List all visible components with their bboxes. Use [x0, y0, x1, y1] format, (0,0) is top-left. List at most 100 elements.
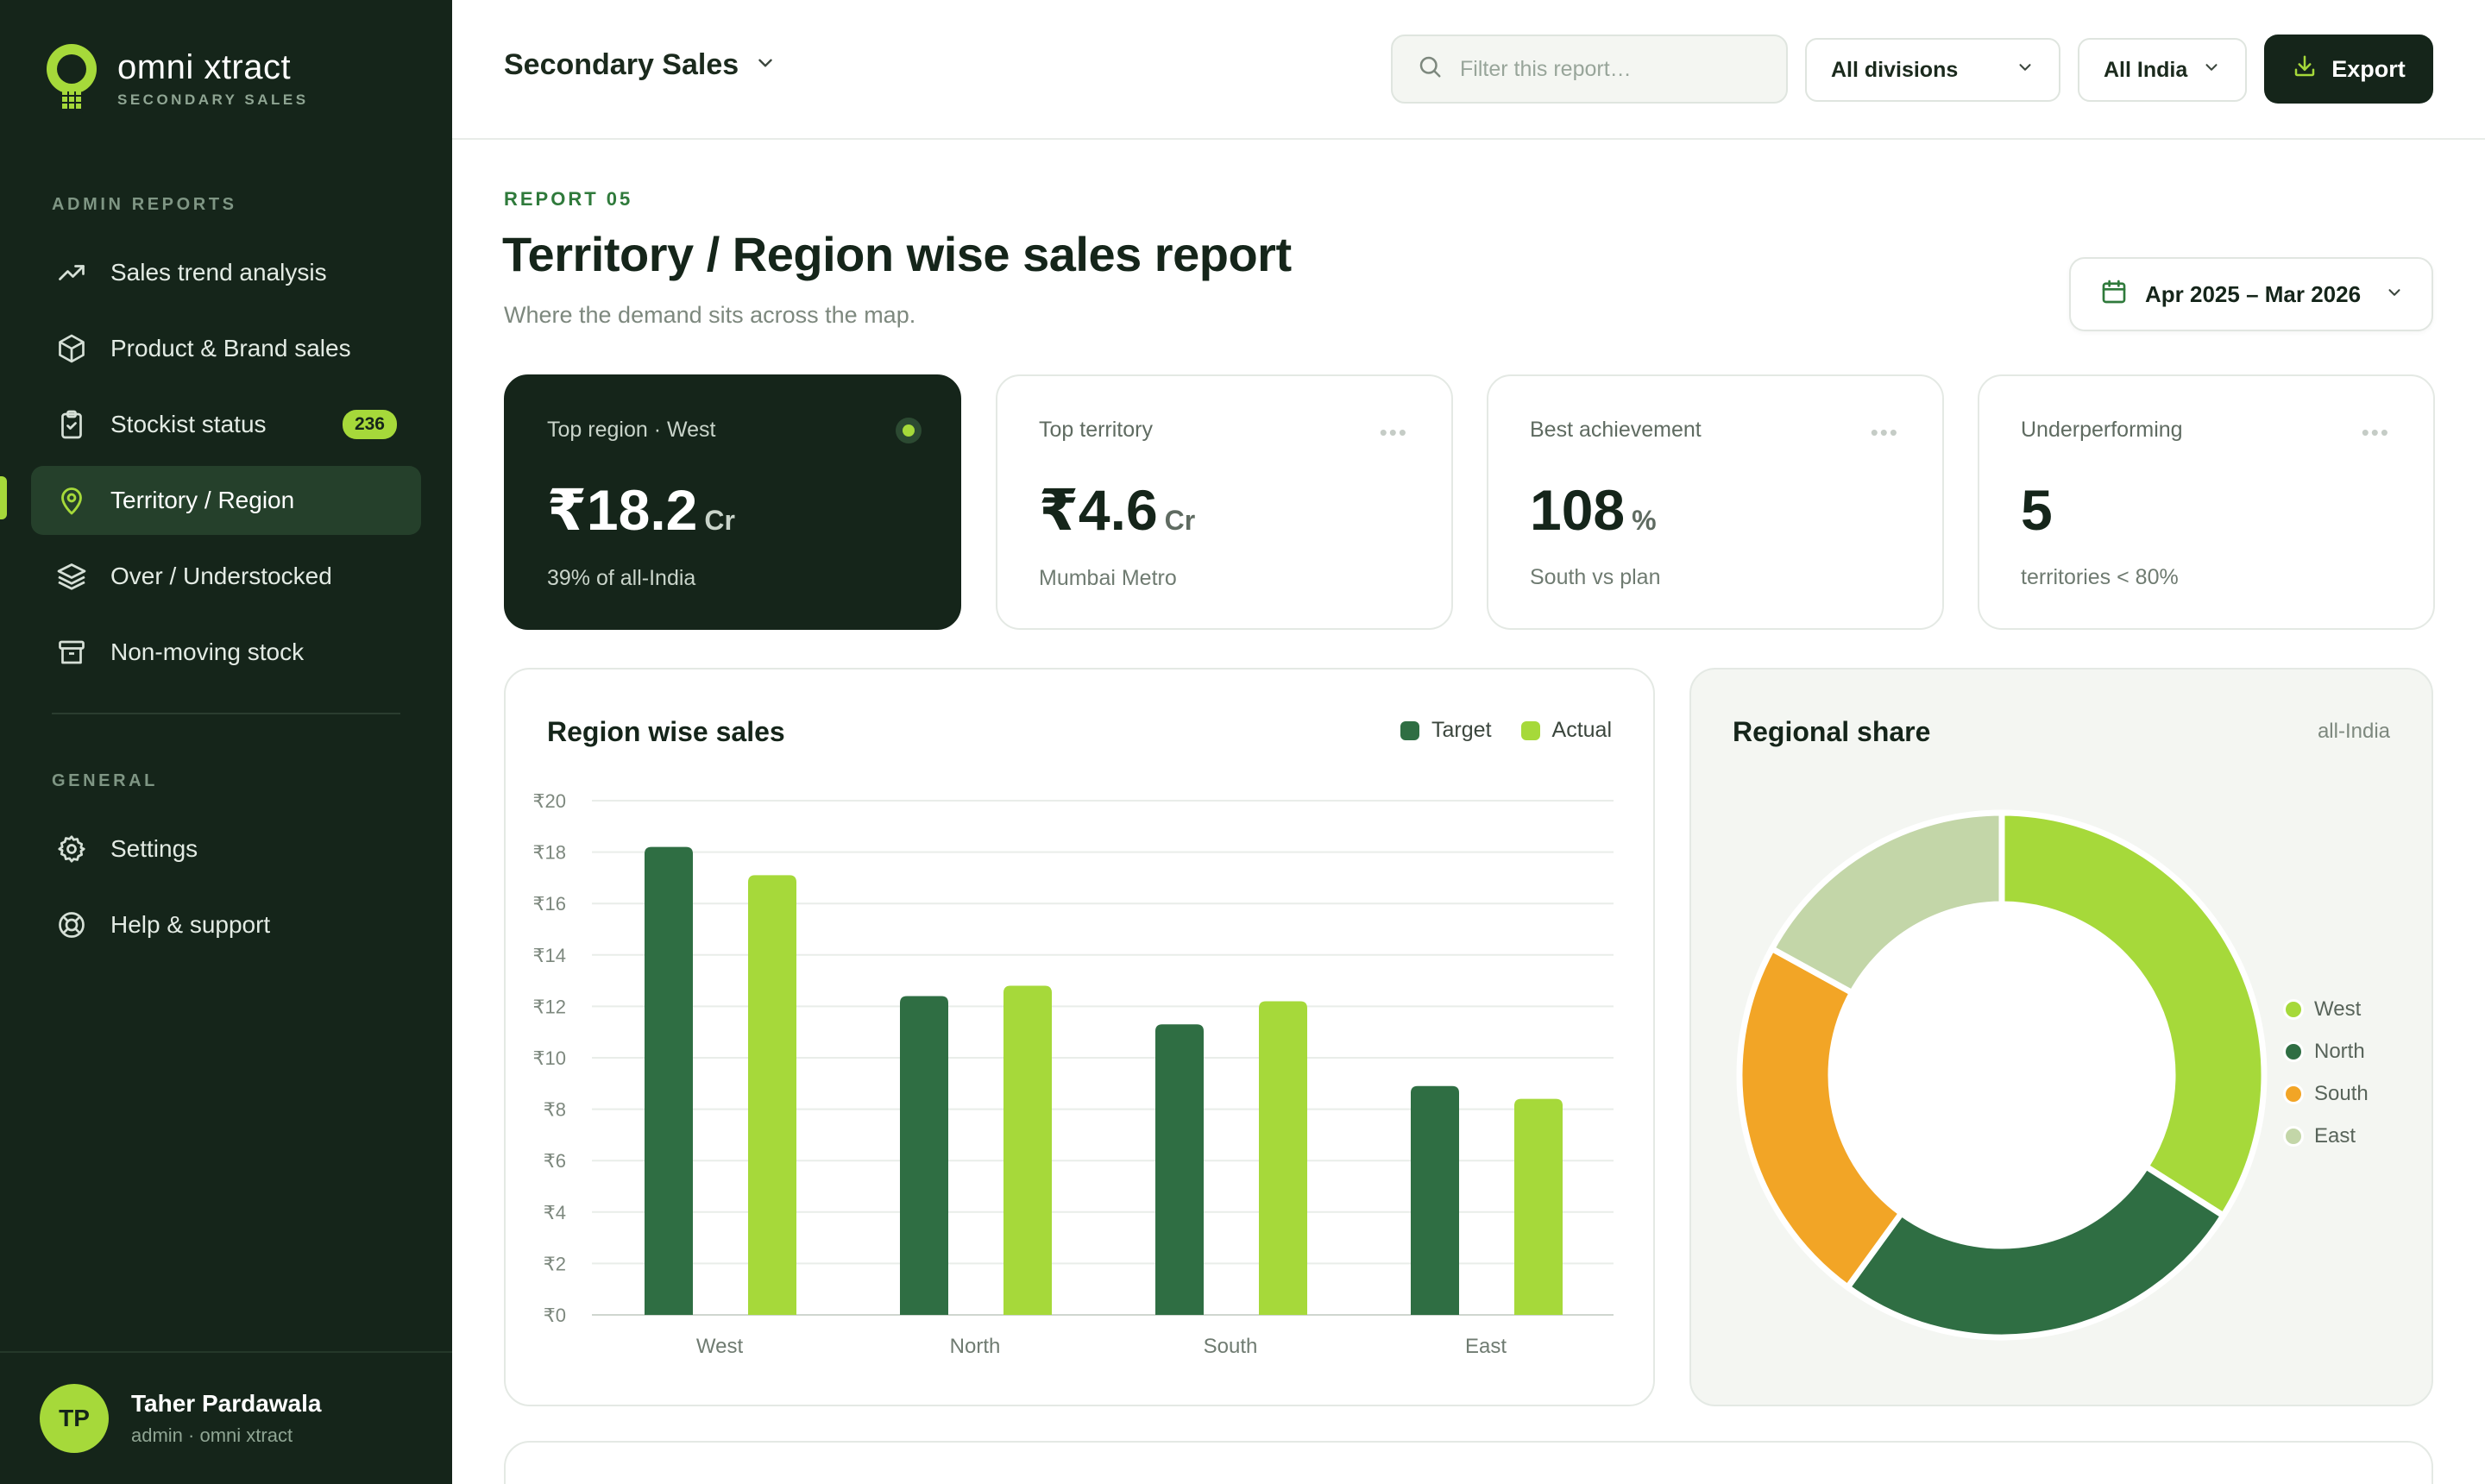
kpi-unit: % — [1632, 505, 1657, 536]
sidebar-item-sales-trend[interactable]: Sales trend analysis — [31, 238, 421, 307]
sidebar-item-stockist-status[interactable]: Stockist status 236 — [31, 390, 421, 459]
user-role: admin · omni xtract — [131, 1424, 293, 1446]
regional-donut-chart — [1736, 809, 2268, 1341]
y-tick-label: ₹16 — [533, 893, 566, 915]
sidebar-divider — [52, 713, 400, 714]
donut-slice-west[interactable] — [1998, 809, 2268, 1220]
donut-slice-north[interactable] — [1843, 1162, 2228, 1341]
kpi-footnote: Mumbai Metro — [1039, 566, 1177, 590]
kpi-card-top-region[interactable]: Top region · West ₹18.2 Cr 39% of all-In… — [504, 374, 961, 630]
bar-target-west[interactable] — [645, 846, 693, 1315]
y-tick-label: ₹10 — [533, 1047, 566, 1069]
kpi-card-top-territory[interactable]: Top territory ••• ₹4.6 Cr Mumbai Metro — [996, 374, 1453, 630]
y-tick-label: ₹4 — [544, 1202, 566, 1223]
y-tick-label: ₹6 — [544, 1150, 566, 1172]
donut-legend-west[interactable]: West — [2283, 997, 2361, 1022]
region-bar-chart: ₹0 ₹2 ₹4 ₹6 ₹8 ₹10 ₹12 ₹14 ₹16 ₹18 ₹20 West North Sou… — [533, 790, 1614, 1358]
sidebar-item-settings[interactable]: Settings — [31, 814, 421, 883]
sidebar-item-territory-region[interactable]: Territory / Region — [31, 466, 421, 535]
y-tick-label: ₹14 — [533, 945, 566, 966]
donut-legend-south[interactable]: South — [2283, 1082, 2369, 1106]
donut-legend-north[interactable]: North — [2283, 1040, 2365, 1064]
sidebar-item-non-moving-stock[interactable]: Non-moving stock — [31, 618, 421, 687]
region-sales-card: Region wise sales Target Actual ₹0 ₹2 ₹4 ₹6… — [504, 668, 1655, 1406]
date-range-picker[interactable]: Apr 2025 – Mar 2026 — [2069, 257, 2433, 331]
clipboard-icon — [55, 408, 88, 441]
more-options-icon[interactable]: ••• — [1870, 419, 1899, 445]
donut-slice-east[interactable] — [1767, 809, 2005, 997]
legend-label: South — [2314, 1082, 2369, 1105]
donut-hole — [1833, 906, 2171, 1244]
geo-select[interactable]: All India — [2078, 38, 2247, 102]
kpi-label: Top region · West — [547, 418, 716, 442]
next-section-card — [504, 1441, 2433, 1484]
search-icon — [1417, 53, 1443, 85]
legend-label: Actual — [1551, 718, 1612, 742]
stockist-count-badge: 236 — [342, 410, 397, 439]
chevron-down-icon — [754, 48, 777, 82]
geo-select-value: All India — [2104, 57, 2188, 82]
y-tick-label: ₹18 — [533, 842, 566, 864]
more-options-icon[interactable]: ••• — [2361, 419, 2390, 445]
kpi-footnote: territories < 80% — [2021, 565, 2179, 589]
y-tick-label: ₹20 — [533, 790, 566, 812]
more-options-icon[interactable]: ••• — [1379, 419, 1408, 445]
search-input[interactable]: Filter this report… — [1391, 35, 1788, 104]
active-indicator — [0, 476, 7, 519]
donut-slice-south[interactable] — [1736, 944, 1906, 1292]
kpi-footnote: South vs plan — [1530, 565, 1661, 589]
kpi-value: ₹18.2 Cr — [547, 477, 918, 544]
kpi-unit: Cr — [704, 505, 735, 536]
x-tick-label: West — [696, 1335, 744, 1358]
legend-dot — [2283, 1126, 2304, 1147]
sidebar-item-label: Product & Brand sales — [110, 335, 351, 362]
kpi-label: Underperforming — [2021, 418, 2183, 442]
archive-icon — [55, 636, 88, 669]
legend-dot — [2283, 999, 2304, 1020]
user-profile[interactable]: TP Taher Pardawala admin · omni xtract — [40, 1384, 321, 1453]
box-icon — [55, 332, 88, 365]
page-title: Territory / Region wise sales report — [502, 227, 1292, 281]
sidebar-item-help-support[interactable]: Help & support — [31, 890, 421, 959]
sidebar-item-over-understocked[interactable]: Over / Understocked — [31, 542, 421, 611]
chart-legend: Target Actual — [1371, 718, 1612, 743]
brand-subtitle: SECONDARY SALES — [117, 91, 309, 108]
bar-actual-east[interactable] — [1514, 1098, 1563, 1315]
bar-target-south[interactable] — [1155, 1024, 1204, 1315]
share-scope-label: all-India — [2317, 720, 2390, 743]
kpi-value-number: ₹4.6 — [1039, 478, 1158, 542]
sidebar-item-product-brand[interactable]: Product & Brand sales — [31, 314, 421, 383]
download-icon — [2292, 53, 2318, 85]
status-dot-icon — [896, 418, 922, 443]
kpi-card-underperforming[interactable]: Underperforming ••• 5 territories < 80% — [1978, 374, 2435, 630]
bar-actual-north[interactable] — [1003, 985, 1052, 1315]
sidebar-item-label: Non-moving stock — [110, 638, 305, 665]
x-tick-label: South — [1204, 1335, 1258, 1358]
brand[interactable]: omni xtract SECONDARY SALES — [43, 41, 309, 116]
division-select[interactable]: All divisions — [1805, 38, 2060, 102]
legend-swatch-target — [1400, 720, 1420, 740]
sidebar: omni xtract SECONDARY SALES ADMIN REPORT… — [0, 0, 452, 1484]
section-label-admin: ADMIN REPORTS — [52, 195, 237, 214]
legend-item-actual[interactable]: Actual — [1520, 718, 1612, 743]
chevron-down-icon — [2385, 281, 2404, 308]
user-divider — [0, 1351, 452, 1353]
legend-label: East — [2314, 1124, 2356, 1148]
sidebar-item-label: Settings — [110, 835, 198, 862]
x-tick-label: North — [950, 1335, 1001, 1358]
page-switcher[interactable]: Secondary Sales — [504, 48, 777, 82]
y-tick-label: ₹8 — [544, 1099, 566, 1121]
legend-item-target[interactable]: Target — [1400, 718, 1492, 743]
chart-title: Regional share — [1733, 716, 1931, 747]
bar-actual-west[interactable] — [748, 875, 796, 1315]
bar-target-east[interactable] — [1411, 1085, 1459, 1315]
legend-label: West — [2314, 997, 2362, 1021]
donut-legend-east[interactable]: East — [2283, 1124, 2356, 1148]
bar-target-north[interactable] — [900, 996, 948, 1315]
legend-dot — [2283, 1041, 2304, 1062]
bar-actual-south[interactable] — [1259, 1001, 1307, 1315]
kpi-card-best-achievement[interactable]: Best achievement ••• 108 % South vs plan — [1487, 374, 1944, 630]
kpi-value-number: 108 — [1530, 478, 1626, 542]
kpi-value-number: ₹18.2 — [547, 478, 698, 542]
export-button[interactable]: Export — [2264, 35, 2433, 104]
